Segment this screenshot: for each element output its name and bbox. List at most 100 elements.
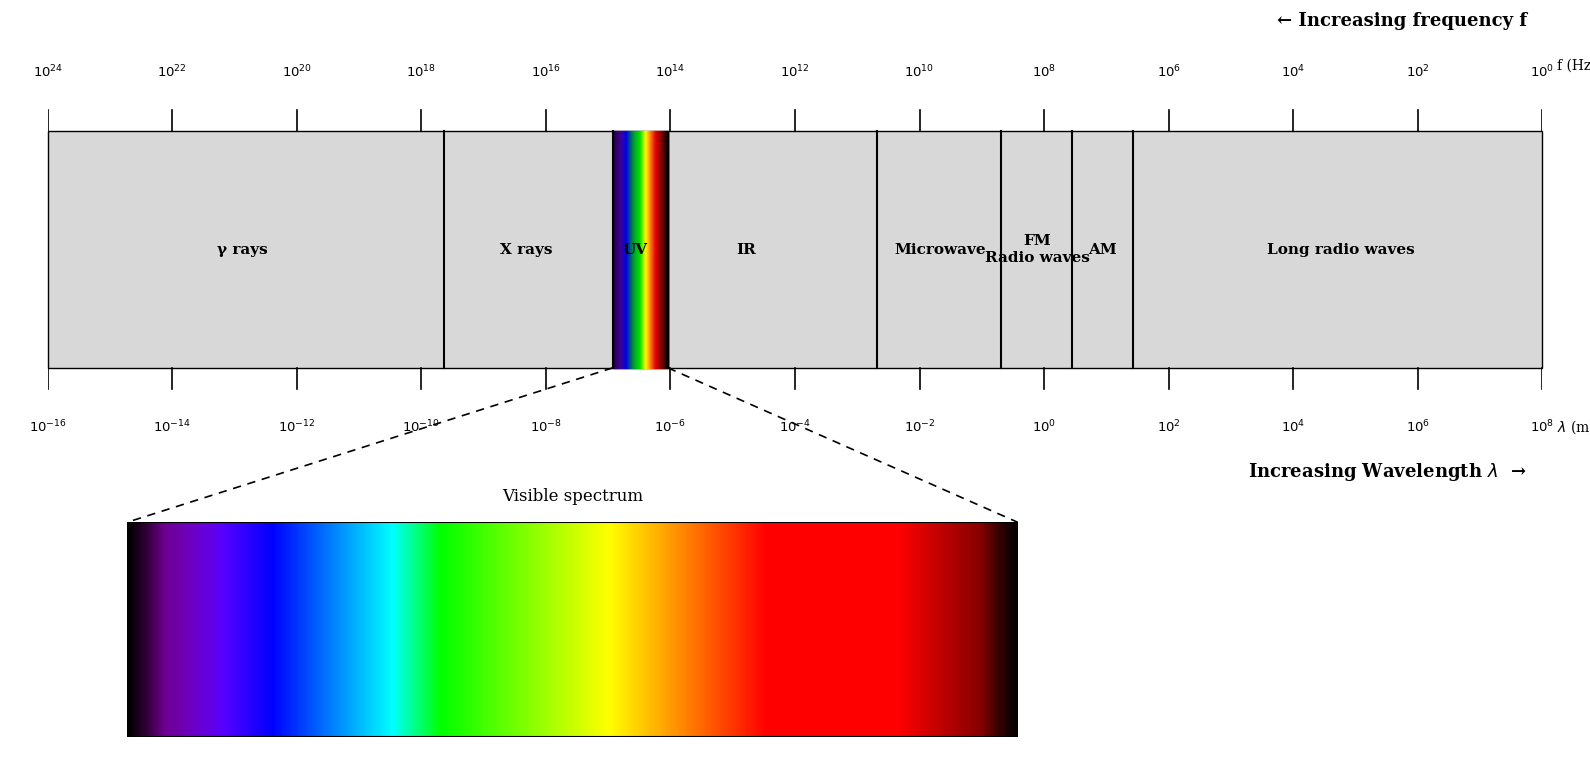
Bar [283, 522, 286, 737]
Bar [197, 522, 200, 737]
Bar [211, 522, 215, 737]
Text: $10^{8}$: $10^{8}$ [1032, 64, 1056, 81]
Bar [989, 522, 992, 737]
Bar [417, 522, 420, 737]
Bar [394, 522, 398, 737]
Bar [720, 522, 722, 737]
Bar [374, 522, 377, 737]
Bar [312, 522, 313, 737]
Text: $\lambda$ (m): $\lambda$ (m) [1557, 419, 1590, 436]
Text: $10^{18}$: $10^{18}$ [407, 64, 436, 81]
Text: $10^{-2}$: $10^{-2}$ [903, 419, 935, 435]
Bar [782, 522, 785, 737]
Bar [661, 522, 663, 737]
Bar [515, 522, 517, 737]
Bar [130, 522, 134, 737]
Text: $10^{6}$: $10^{6}$ [1156, 64, 1181, 81]
Bar [289, 522, 293, 737]
Bar [722, 522, 725, 737]
Bar [270, 522, 273, 737]
Bar [232, 522, 235, 737]
Bar [277, 522, 280, 737]
Bar [180, 522, 181, 737]
Bar [784, 522, 787, 737]
Bar [708, 522, 711, 737]
Text: $10^{14}$: $10^{14}$ [655, 64, 685, 81]
Bar [790, 522, 793, 737]
Bar [930, 522, 933, 737]
Bar [817, 522, 820, 737]
Bar [973, 522, 976, 737]
Bar [281, 522, 283, 737]
Bar [703, 522, 706, 737]
Bar [962, 522, 965, 737]
Bar [299, 522, 302, 737]
Bar [743, 522, 746, 737]
Bar [824, 522, 827, 737]
Bar [580, 522, 584, 737]
Bar [905, 522, 908, 737]
Bar [326, 522, 328, 737]
Bar [886, 522, 889, 737]
Bar [789, 522, 792, 737]
FancyBboxPatch shape [48, 131, 1542, 368]
Bar [696, 522, 700, 737]
Bar [510, 522, 514, 737]
Bar [862, 522, 865, 737]
Bar [355, 522, 356, 737]
Bar [509, 522, 512, 737]
Bar [884, 522, 887, 737]
Bar [523, 522, 526, 737]
Bar [584, 522, 587, 737]
Bar [351, 522, 355, 737]
Bar [735, 522, 736, 737]
Bar [238, 522, 240, 737]
Bar [231, 522, 234, 737]
Text: Microwave: Microwave [894, 243, 986, 257]
Bar [302, 522, 305, 737]
Bar [948, 522, 951, 737]
Bar [560, 522, 561, 737]
Bar [533, 522, 536, 737]
Bar [916, 522, 919, 737]
Bar [153, 522, 156, 737]
Bar [127, 522, 130, 737]
Bar [588, 522, 590, 737]
Bar [898, 522, 902, 737]
Bar [1016, 522, 1019, 737]
Bar [350, 522, 353, 737]
Bar [595, 522, 598, 737]
Bar [227, 522, 231, 737]
Bar [450, 522, 453, 737]
Bar [801, 522, 805, 737]
Bar [547, 522, 550, 737]
Bar [851, 522, 852, 737]
Bar [482, 522, 485, 737]
Bar [630, 522, 633, 737]
Text: $10^{-16}$: $10^{-16}$ [29, 419, 67, 435]
Bar [774, 522, 778, 737]
Bar [361, 522, 364, 737]
Bar [652, 522, 655, 737]
Bar [328, 522, 331, 737]
Bar [596, 522, 599, 737]
Bar [814, 522, 817, 737]
Bar [165, 522, 167, 737]
Bar [992, 522, 995, 737]
Bar [561, 522, 564, 737]
Bar [226, 522, 229, 737]
Text: $10^{24}$: $10^{24}$ [32, 64, 64, 81]
Bar [736, 522, 739, 737]
Bar [388, 522, 391, 737]
Bar [693, 522, 696, 737]
Bar [156, 522, 159, 737]
Bar [329, 522, 332, 737]
Bar [167, 522, 170, 737]
Bar [483, 522, 487, 737]
Bar [911, 522, 914, 737]
Bar [205, 522, 208, 737]
Bar [828, 522, 832, 737]
Bar [840, 522, 843, 737]
Bar [902, 522, 905, 737]
Bar [420, 522, 423, 737]
